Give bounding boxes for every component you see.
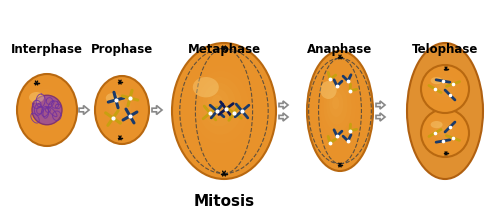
Ellipse shape: [332, 97, 339, 110]
Ellipse shape: [207, 89, 229, 118]
Ellipse shape: [407, 43, 483, 179]
Ellipse shape: [116, 102, 121, 109]
Ellipse shape: [421, 109, 469, 157]
Ellipse shape: [95, 76, 149, 144]
Ellipse shape: [193, 77, 219, 97]
Text: Interphase: Interphase: [11, 43, 83, 56]
Polygon shape: [376, 113, 385, 121]
Ellipse shape: [437, 125, 448, 135]
Text: Metaphase: Metaphase: [188, 43, 260, 56]
Ellipse shape: [307, 51, 373, 171]
Ellipse shape: [32, 95, 62, 125]
Ellipse shape: [212, 95, 222, 109]
Text: Anaphase: Anaphase: [308, 43, 372, 56]
Text: Telophase: Telophase: [412, 43, 478, 56]
Ellipse shape: [40, 101, 46, 109]
Polygon shape: [376, 101, 385, 109]
Polygon shape: [152, 105, 162, 115]
Ellipse shape: [440, 127, 444, 132]
Ellipse shape: [430, 77, 442, 84]
Polygon shape: [279, 101, 288, 109]
Polygon shape: [79, 105, 89, 115]
Ellipse shape: [172, 43, 276, 179]
Ellipse shape: [330, 91, 344, 117]
Ellipse shape: [113, 99, 124, 113]
Ellipse shape: [106, 93, 120, 103]
Ellipse shape: [421, 65, 469, 113]
Ellipse shape: [37, 98, 50, 114]
Ellipse shape: [437, 81, 448, 91]
Ellipse shape: [29, 92, 44, 103]
Text: Mitosis: Mitosis: [194, 194, 254, 206]
Ellipse shape: [430, 121, 442, 128]
Ellipse shape: [17, 74, 77, 146]
Ellipse shape: [440, 83, 444, 88]
Polygon shape: [279, 113, 288, 121]
Ellipse shape: [320, 81, 336, 99]
Text: Prophase: Prophase: [91, 43, 153, 56]
